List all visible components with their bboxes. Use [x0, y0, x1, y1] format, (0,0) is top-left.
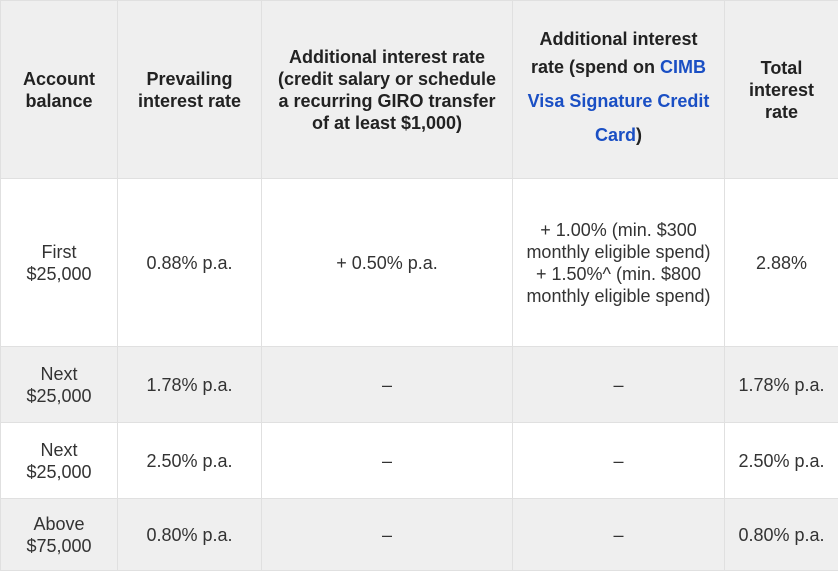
cell: –: [262, 499, 513, 571]
cell: First $25,000: [1, 179, 118, 347]
cell: Next $25,000: [1, 347, 118, 423]
cell: Next $25,000: [1, 423, 118, 499]
cell-line: + 1.50%^ (min. $800 monthly eligible spe…: [523, 263, 714, 307]
cell: –: [262, 423, 513, 499]
cell: 0.88% p.a.: [118, 179, 262, 347]
cell: + 0.50% p.a.: [262, 179, 513, 347]
header-cell: Account balance: [1, 1, 118, 179]
cell: 1.78% p.a.: [725, 347, 838, 423]
header-cell: Total interest rate: [725, 1, 838, 179]
header-cell: Prevailing interest rate: [118, 1, 262, 179]
cell: –: [513, 423, 725, 499]
cell: –: [262, 347, 513, 423]
header-text: ): [636, 125, 642, 145]
cell: 1.78% p.a.: [118, 347, 262, 423]
cell: 2.50% p.a.: [725, 423, 838, 499]
header-cell: Additional interest rate (credit salary …: [262, 1, 513, 179]
header-cell: Additional interest rate (spend on CIMB …: [513, 1, 725, 179]
cell-line: + 1.00% (min. $300 monthly eligible spen…: [523, 219, 714, 263]
cell: 2.50% p.a.: [118, 423, 262, 499]
cell: 0.80% p.a.: [118, 499, 262, 571]
cell: 0.80% p.a.: [725, 499, 838, 571]
cell: 2.88%: [725, 179, 838, 347]
cell: + 1.00% (min. $300 monthly eligible spen…: [513, 179, 725, 347]
cell: –: [513, 347, 725, 423]
cell: –: [513, 499, 725, 571]
cell: Above $75,000: [1, 499, 118, 571]
